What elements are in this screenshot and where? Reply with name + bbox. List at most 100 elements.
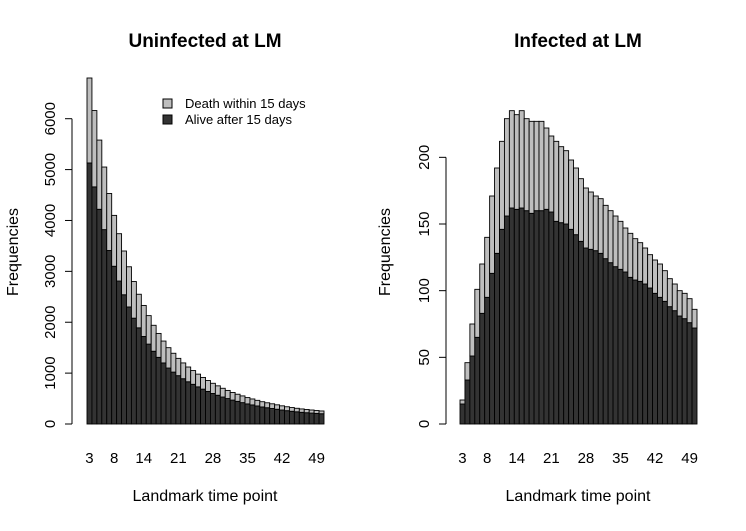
bar-alive	[224, 398, 231, 425]
bar-alive	[288, 410, 295, 425]
bar-alive	[259, 406, 266, 425]
bar-alive	[106, 250, 113, 425]
y-tick-label: 50	[416, 349, 433, 366]
bar-death	[538, 120, 545, 212]
bar-alive	[239, 402, 246, 425]
x-tick-label: 49	[681, 450, 698, 467]
bar-death	[165, 347, 172, 369]
bar-death	[96, 139, 103, 210]
bar-death	[284, 406, 290, 412]
legend-swatch-alive	[162, 114, 173, 125]
bar-alive	[538, 210, 545, 425]
bar-alive	[592, 250, 599, 425]
bar-death	[239, 395, 246, 404]
bar-alive	[484, 296, 491, 425]
x-tick-label: 42	[647, 450, 664, 467]
bar-death	[573, 167, 579, 236]
bar-death	[318, 410, 325, 415]
bar-death	[528, 120, 535, 214]
bar-death	[140, 304, 147, 337]
bar-death	[111, 214, 118, 267]
bar-alive	[86, 162, 93, 425]
bar-death	[657, 263, 663, 298]
bar-death	[229, 392, 236, 401]
bar-death	[578, 178, 584, 242]
bar-alive	[284, 410, 290, 425]
legend-label-alive: Alive after 15 days	[185, 112, 292, 127]
bar-alive	[661, 300, 668, 425]
bar-alive	[612, 266, 619, 425]
bar-death	[303, 409, 310, 414]
bar-alive	[563, 223, 570, 425]
bar-death	[175, 357, 182, 377]
x-tick-label: 42	[274, 450, 291, 467]
y-tick-label: 5000	[42, 153, 59, 186]
y-tick-label: 1000	[42, 356, 59, 389]
bar-death	[264, 402, 271, 409]
bar-death	[508, 110, 515, 209]
x-axis-label: Landmark time point	[506, 488, 652, 505]
bar-alive	[587, 248, 594, 425]
bar-death	[632, 238, 639, 281]
x-tick-label: 35	[239, 450, 256, 467]
bar-alive	[622, 271, 629, 425]
y-tick-label: 2000	[42, 306, 59, 339]
bar-death	[637, 242, 644, 282]
bar-death	[484, 236, 491, 298]
bar-death	[155, 332, 162, 358]
x-tick-label: 28	[205, 450, 222, 467]
y-tick-label: 150	[416, 211, 433, 236]
bar-death	[597, 198, 604, 254]
bar-death	[563, 150, 570, 225]
bar-alive	[200, 388, 206, 425]
bar-death	[652, 259, 658, 294]
x-tick-label: 35	[612, 450, 629, 467]
bar-death	[200, 376, 206, 390]
bar-death	[313, 410, 320, 414]
bar-alive	[244, 403, 251, 425]
bar-alive	[303, 412, 310, 425]
bar-death	[130, 281, 137, 319]
bar-alive	[494, 252, 500, 425]
bar-death	[494, 167, 500, 254]
x-tick-label: 14	[508, 450, 525, 467]
bar-death	[288, 407, 295, 412]
bar-alive	[666, 306, 673, 425]
bar-death	[459, 399, 466, 405]
bar-death	[126, 266, 132, 308]
y-tick-label: 200	[416, 145, 433, 170]
bar-alive	[474, 336, 481, 425]
bar-alive	[264, 407, 271, 425]
bar-death	[548, 135, 555, 213]
bar-alive	[553, 220, 560, 425]
bar-death	[214, 385, 221, 396]
bar-alive	[627, 276, 634, 425]
bar-alive	[582, 247, 589, 425]
x-tick-label: 14	[135, 450, 152, 467]
bar-death	[224, 389, 231, 400]
bar-alive	[116, 280, 123, 425]
bar-death	[469, 323, 476, 357]
bar-alive	[691, 327, 698, 425]
bar-death	[195, 373, 202, 388]
bar-death	[244, 397, 251, 405]
bar-alive	[229, 399, 236, 425]
bar-alive	[459, 403, 466, 425]
x-tick-label: 21	[543, 450, 560, 467]
legend: Death within 15 days Alive after 15 days	[162, 96, 306, 127]
bar-death	[691, 308, 698, 329]
bar-death	[180, 362, 187, 380]
y-axis: 0 50 100 150 200	[416, 145, 447, 428]
bar-alive	[234, 400, 241, 425]
x-tick-label: 49	[308, 450, 325, 467]
bar-alive	[150, 350, 157, 425]
bar-death	[101, 166, 108, 231]
bar-alive	[274, 408, 281, 425]
bar-death	[582, 187, 589, 249]
bar-death	[106, 193, 113, 251]
x-tick-label: 8	[110, 450, 118, 467]
bar-death	[160, 340, 167, 364]
bar-death	[91, 110, 98, 188]
bar-alive	[121, 294, 127, 425]
